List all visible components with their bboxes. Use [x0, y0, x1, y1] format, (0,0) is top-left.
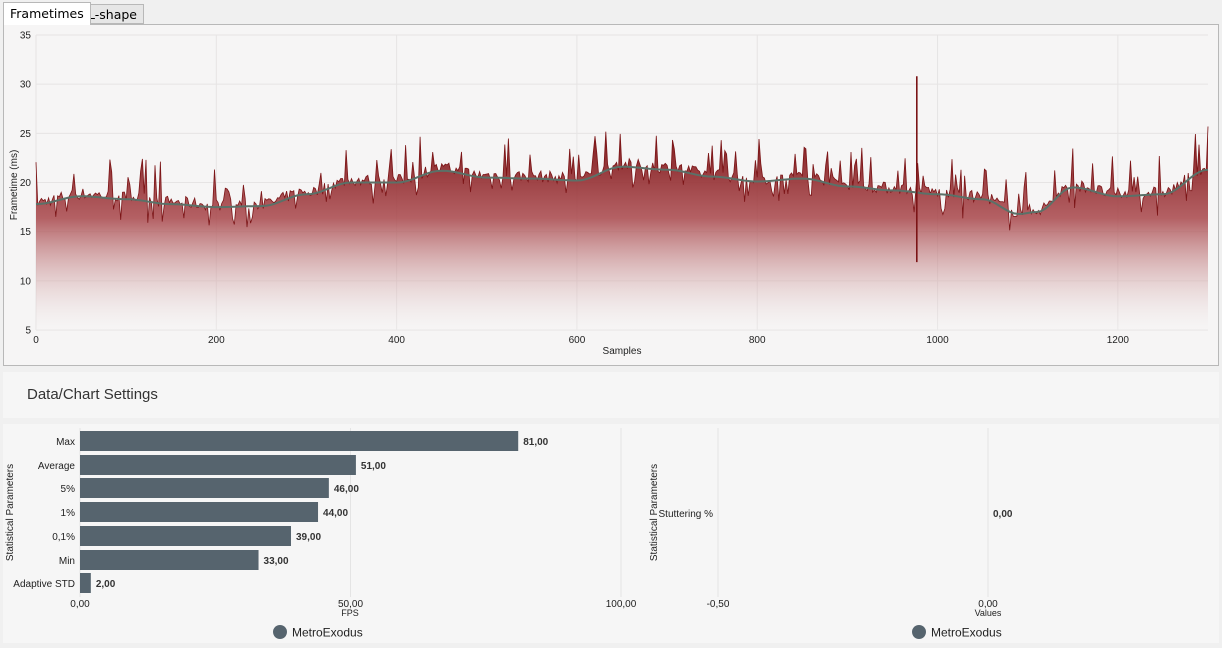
statistics-charts: 0,00 50,00 100,00 FPS Statistical Parameters… — [5, 428, 1013, 640]
frametime-y-tick-label: 30 — [20, 80, 32, 91]
statistics-panel: 0,00 50,00 100,00 FPS Statistical Parameters… — [3, 424, 1219, 643]
stat-x-tick-label: 0,00 — [978, 599, 998, 610]
stat-bar[interactable] — [80, 478, 329, 498]
frametime-y-tick-label: 15 — [20, 227, 32, 238]
stat-value-label: 51,00 — [361, 461, 386, 472]
data-chart-settings-bar[interactable]: Data/Chart Settings — [3, 372, 1219, 418]
stat-category-label: Stuttering % — [659, 509, 714, 520]
data-chart-settings-title[interactable]: Data/Chart Settings — [27, 386, 158, 403]
tab-l-shape[interactable]: L-shape — [81, 4, 144, 24]
stat-bar[interactable] — [80, 573, 91, 593]
frametime-y-axis-label: Frametime (ms) — [9, 150, 20, 221]
frametime-x-tick-label: 600 — [569, 335, 586, 346]
frametime-series-line — [35, 126, 1209, 231]
legend-swatch — [912, 625, 926, 639]
frametime-y-tick-label: 5 — [25, 326, 31, 337]
frametime-x-tick-label: 200 — [208, 335, 225, 346]
stat-bar[interactable] — [80, 526, 291, 546]
legend-label: MetroExodus — [292, 626, 363, 640]
stat-y-axis-label: Statistical Parameters — [649, 464, 660, 561]
legend-label: MetroExodus — [931, 626, 1002, 640]
stat-value-label: 44,00 — [323, 508, 348, 519]
frametime-x-tick-label: 1000 — [926, 335, 949, 346]
stat-bar[interactable] — [80, 431, 519, 451]
stat-category-label: Adaptive STD — [13, 579, 75, 590]
stat-bar[interactable] — [80, 550, 259, 570]
frametime-x-tick-label: 800 — [749, 335, 766, 346]
stat-category-label: 1% — [61, 508, 76, 519]
stat-category-label: Average — [38, 461, 76, 472]
stat-category-label: Max — [56, 437, 75, 448]
frametime-chart-panel: 5 10 15 20 25 30 35 0 200 400 600 800 1000 1200 Samp… — [3, 24, 1219, 366]
stat-bar[interactable] — [80, 502, 319, 522]
stat-category-label: 0,1% — [52, 532, 75, 543]
frametime-trend-line — [35, 165, 1209, 216]
stat-x-tick-label: 50,00 — [338, 599, 363, 610]
legend-swatch — [273, 625, 287, 639]
frametime-chart[interactable]: 5 10 15 20 25 30 35 0 200 400 600 800 1000 1200 Samp… — [4, 25, 1218, 365]
stat-x-tick-label: 100,00 — [606, 599, 637, 610]
stat-category-label: 5% — [61, 484, 76, 495]
frametime-y-tick-label: 10 — [20, 276, 32, 287]
stat-category-label: Min — [59, 556, 75, 567]
stat-x-tick-label: 0,00 — [70, 599, 90, 610]
frametime-x-ticks: 0 200 400 600 800 1000 1200 — [33, 335, 1129, 346]
stat-x-axis-label: Values — [975, 608, 1002, 618]
stat-value-label: 33,00 — [264, 556, 289, 567]
frametime-x-tick-label: 1200 — [1107, 335, 1130, 346]
stat-value-label: 2,00 — [96, 579, 116, 590]
stat-value-label: 81,00 — [523, 437, 548, 448]
tab-bar: Frametimes L-shape — [0, 0, 1222, 25]
frametime-x-tick-label: 400 — [388, 335, 405, 346]
frametime-x-tick-label: 0 — [33, 335, 39, 346]
stat-bar[interactable] — [80, 455, 356, 475]
stat-value-label: 0,00 — [993, 509, 1013, 520]
stat-value-label: 39,00 — [296, 532, 321, 543]
stat-x-axis-label: FPS — [341, 608, 359, 618]
stat-x-tick-label: -0,50 — [707, 599, 730, 610]
fps-bar-chart: 0,00 50,00 100,00 FPS Statistical Parameters… — [5, 428, 637, 640]
frametime-y-tick-label: 35 — [20, 31, 32, 42]
frametime-x-axis-label: Samples — [603, 346, 642, 357]
frametime-y-ticks: 5 10 15 20 25 30 35 — [20, 31, 32, 337]
frametime-area — [36, 126, 1208, 330]
stat-y-axis-label: Statistical Parameters — [5, 464, 16, 561]
stat-value-label: 46,00 — [334, 484, 359, 495]
frametime-y-tick-label: 25 — [20, 129, 32, 140]
tab-frametimes[interactable]: Frametimes — [3, 2, 91, 25]
frametime-y-tick-label: 20 — [20, 178, 32, 189]
